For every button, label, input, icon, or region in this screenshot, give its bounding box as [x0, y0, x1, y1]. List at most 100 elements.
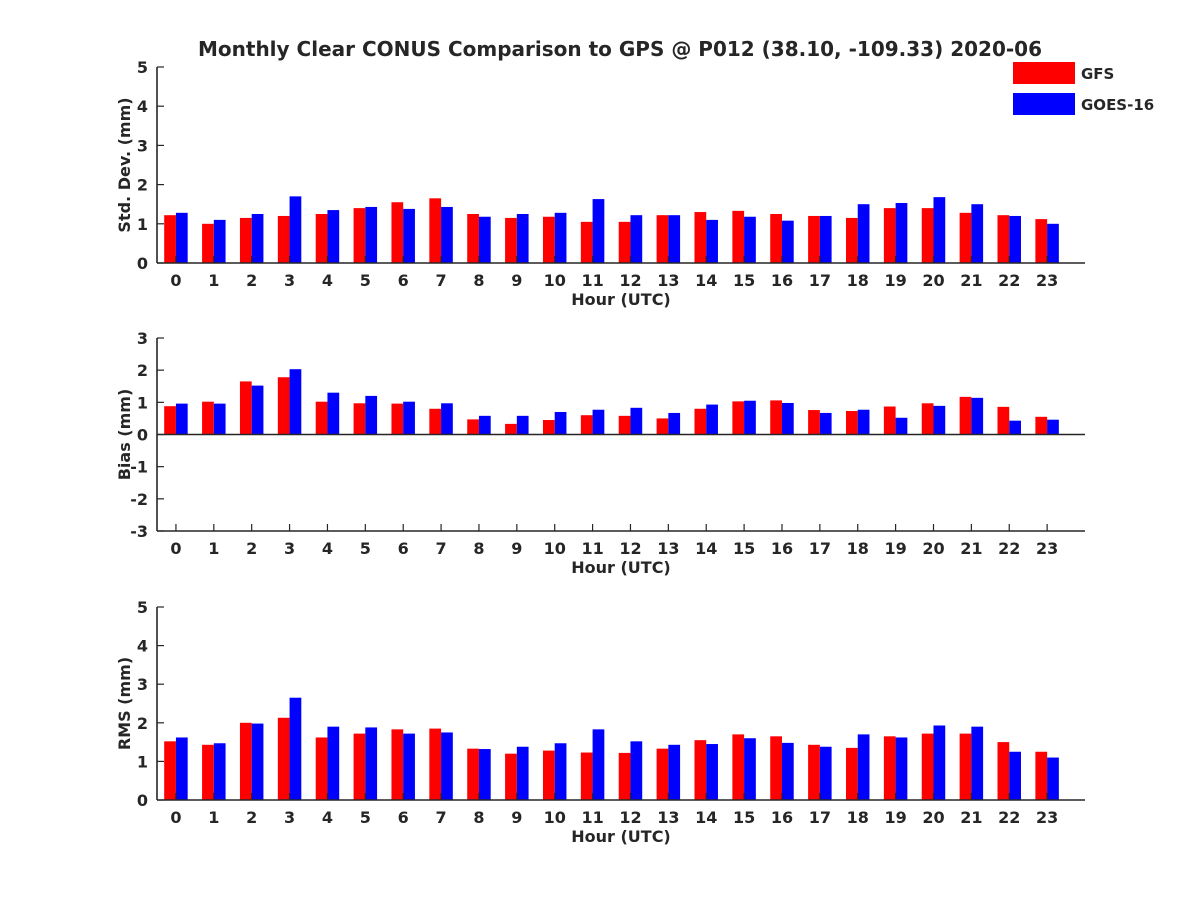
bar-goes-16-hour-23	[1047, 223, 1059, 263]
x-tick-label: 13	[657, 539, 679, 558]
bar-gfs-hour-8	[467, 214, 479, 263]
x-tick-label: 0	[170, 539, 181, 558]
bar-goes-16-hour-13	[668, 744, 681, 800]
x-tick-label: 16	[771, 271, 793, 290]
bar-goes-16-hour-8	[478, 415, 491, 435]
x-tick-label: 5	[360, 539, 371, 558]
x-tick-label: 23	[1036, 539, 1058, 558]
bar-gfs-hour-17	[808, 410, 820, 435]
bar-goes-16-hour-15	[744, 216, 756, 263]
x-tick-label: 8	[473, 271, 484, 290]
x-tick-label: 19	[884, 271, 906, 290]
x-tick-label: 9	[511, 539, 522, 558]
x-tick-label: 15	[733, 808, 755, 827]
bar-gfs-hour-18	[845, 411, 858, 435]
bar-goes-16-hour-12	[630, 741, 643, 800]
legend-label-goes-16: GOES-16	[1081, 96, 1154, 114]
bar-gfs-hour-20	[921, 403, 934, 435]
bar-gfs-hour-19	[883, 208, 896, 263]
x-tick-label: 22	[998, 271, 1020, 290]
bar-gfs-hour-20	[921, 208, 934, 263]
y-tick-label: 2	[137, 714, 148, 733]
bar-gfs-hour-9	[505, 753, 517, 800]
bar-goes-16-hour-13	[668, 215, 681, 263]
bar-gfs-hour-10	[542, 750, 555, 800]
x-tick-label: 0	[170, 808, 181, 827]
bar-goes-16-hour-4	[327, 726, 340, 800]
x-tick-label: 1	[208, 808, 219, 827]
bar-gfs-hour-17	[808, 744, 820, 800]
legend	[1013, 62, 1075, 115]
bar-gfs-hour-23	[1035, 416, 1048, 435]
x-tick-label: 1	[208, 539, 219, 558]
x-tick-label: 12	[619, 808, 641, 827]
bar-gfs-hour-11	[580, 752, 593, 800]
x-tick-label: 19	[884, 539, 906, 558]
x-axis-label: Hour (UTC)	[571, 827, 671, 846]
x-tick-label: 5	[360, 271, 371, 290]
bar-gfs-hour-13	[656, 418, 669, 435]
x-tick-label: 16	[771, 539, 793, 558]
bar-goes-16-hour-4	[327, 392, 340, 435]
bar-gfs-hour-15	[732, 210, 745, 263]
y-tick-label: 0	[137, 254, 148, 273]
bar-goes-16-hour-16	[781, 742, 794, 800]
bar-gfs-hour-11	[580, 221, 593, 263]
legend-label-gfs: GFS	[1081, 65, 1114, 83]
bar-gfs-hour-21	[959, 396, 972, 435]
y-tick-label: 1	[137, 215, 148, 234]
bar-goes-16-hour-16	[781, 220, 794, 263]
y-axis-label: RMS (mm)	[115, 657, 134, 750]
bar-goes-16-hour-0	[175, 212, 188, 263]
bar-gfs-hour-0	[164, 741, 176, 800]
bar-gfs-hour-10	[542, 420, 555, 435]
bar-goes-16-hour-7	[441, 206, 453, 263]
bar-goes-16-hour-11	[592, 729, 605, 800]
bar-gfs-hour-0	[164, 406, 176, 435]
y-tick-label: 0	[137, 426, 148, 445]
bar-goes-16-hour-10	[554, 743, 567, 800]
bar-gfs-hour-7	[429, 408, 442, 435]
bar-goes-16-hour-12	[630, 215, 643, 263]
bar-gfs-hour-16	[770, 736, 782, 800]
bar-goes-16-hour-4	[327, 210, 340, 263]
bar-goes-16-hour-5	[365, 395, 378, 435]
bar-goes-16-hour-3	[289, 697, 302, 800]
bar-gfs-hour-6	[391, 729, 404, 800]
y-tick-label: 4	[137, 97, 148, 116]
bar-gfs-hour-8	[467, 419, 479, 435]
bar-gfs-hour-18	[845, 217, 858, 263]
y-tick-label: 3	[137, 675, 148, 694]
x-tick-label: 17	[809, 808, 831, 827]
x-tick-label: 20	[922, 539, 944, 558]
y-tick-label: -1	[130, 458, 148, 477]
x-tick-label: 19	[884, 808, 906, 827]
bar-goes-16-hour-11	[592, 409, 605, 435]
x-tick-label: 11	[581, 808, 603, 827]
bar-goes-16-hour-14	[706, 404, 718, 435]
x-tick-label: 7	[436, 808, 447, 827]
bar-gfs-hour-12	[618, 221, 631, 263]
bar-gfs-hour-5	[353, 403, 366, 435]
bar-gfs-hour-4	[315, 401, 328, 435]
bar-gfs-hour-23	[1035, 219, 1048, 263]
bar-gfs-hour-14	[694, 408, 707, 435]
x-tick-label: 1	[208, 271, 219, 290]
chart-panel-2	[156, 337, 1085, 532]
bar-goes-16-hour-21	[971, 726, 984, 800]
legend-swatch-goes-16	[1013, 93, 1075, 115]
x-tick-label: 13	[657, 271, 679, 290]
bar-goes-16-hour-14	[706, 219, 718, 263]
x-tick-label: 17	[809, 271, 831, 290]
x-tick-label: 17	[809, 539, 831, 558]
bar-goes-16-hour-18	[857, 734, 870, 800]
y-tick-label: 3	[137, 329, 148, 348]
bar-gfs-hour-18	[845, 747, 858, 800]
bar-gfs-hour-21	[959, 733, 972, 800]
y-tick-label: 2	[137, 176, 148, 195]
bar-goes-16-hour-17	[819, 412, 832, 435]
y-tick-label: 5	[137, 58, 148, 77]
x-tick-label: 15	[733, 539, 755, 558]
x-tick-label: 11	[581, 539, 603, 558]
bar-gfs-hour-17	[808, 215, 820, 263]
